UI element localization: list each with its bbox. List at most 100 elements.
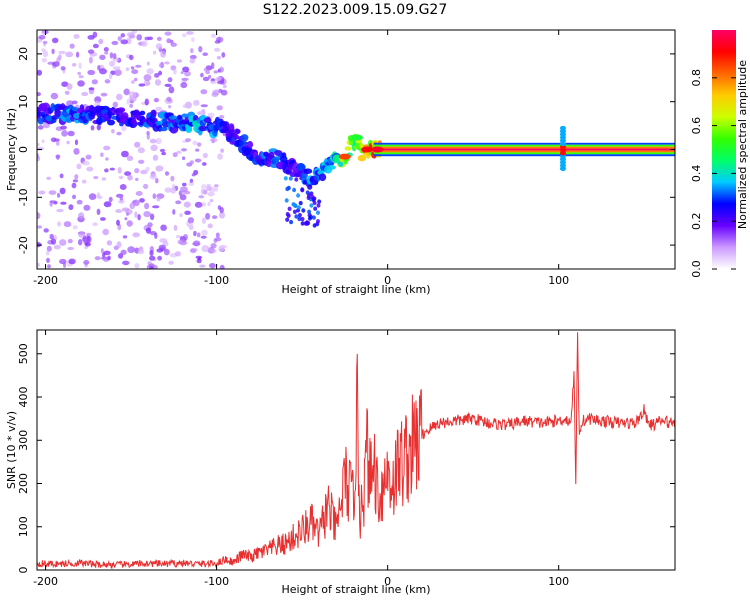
- colorbar-tick-label: 0.6: [690, 117, 703, 135]
- spectrogram-noise-cell: [74, 139, 79, 146]
- y-tick-label: 300: [17, 430, 30, 451]
- spectrogram-noise-cell: [92, 43, 99, 49]
- spectrogram-noise-cell: [200, 104, 208, 108]
- spectrogram-noise-cell: [196, 232, 201, 238]
- spectrogram-noise-cell: [217, 153, 223, 160]
- spectrogram-noise-cell: [192, 101, 200, 106]
- spectrogram-noise-cell: [143, 74, 152, 82]
- spectrogram-noise-cell: [176, 235, 181, 239]
- spectrogram-noise-cell: [81, 91, 89, 97]
- y-tick-label: 100: [17, 516, 30, 537]
- spectrogram-noise-cell: [37, 69, 42, 76]
- spectrogram-noise-cell: [146, 133, 150, 140]
- spectrogram-noise-cell: [81, 179, 87, 184]
- spectrogram-noise-cell: [52, 37, 59, 44]
- spectrogram-noise-cell: [76, 199, 83, 205]
- spectrogram-noise-cell: [168, 260, 174, 265]
- spectrogram-noise-cell: [172, 209, 176, 215]
- spectrogram-noise-cell: [47, 264, 51, 269]
- spectrogram-noise-cell: [63, 221, 72, 228]
- spectrogram-noise-cell: [116, 219, 120, 226]
- spectrogram-ridge-cell: [54, 108, 61, 118]
- spectrogram-noise-cell: [164, 31, 172, 36]
- spectrogram-noise-cell: [173, 68, 177, 75]
- spectrogram-noise-cell: [167, 77, 173, 83]
- spectrogram-heatmap: [37, 30, 675, 269]
- spectrogram-noise-cell: [205, 212, 211, 220]
- spectrogram-ridge-cell: [285, 212, 290, 217]
- spectrogram-noise-cell: [127, 246, 136, 254]
- snr-panel: -200 -100 0 100 0 100 200 300 400 500 Height of …: [5, 329, 676, 596]
- spectrogram-noise-cell: [222, 84, 227, 89]
- spectrogram-noise-cell: [170, 175, 175, 182]
- spectrogram-noise-cell: [134, 211, 138, 218]
- spectrogram-noise-cell: [104, 79, 111, 84]
- spectrogram-ridge-cell: [292, 209, 297, 214]
- spectrogram-noise-cell: [152, 193, 157, 200]
- spectrogram-noise-cell: [215, 76, 222, 82]
- spectrogram-noise-cell: [83, 204, 91, 211]
- spectrogram-noise-cell: [122, 235, 128, 239]
- spectrogram-noise-cell: [154, 79, 162, 86]
- spectrogram-ridge-cell: [240, 134, 249, 142]
- spectrogram-carrier-band: [373, 150, 675, 153]
- spectrogram-noise-cell: [37, 125, 44, 130]
- spectrogram-noise-cell: [114, 69, 122, 76]
- spectrogram-noise-cell: [99, 54, 106, 60]
- spectrogram-noise-cell: [122, 260, 130, 266]
- spectrogram-noise-cell: [198, 195, 205, 199]
- spectrogram-ridge-cell: [285, 169, 292, 175]
- spectrogram-noise-cell: [41, 58, 48, 63]
- spectrogram-noise-cell: [200, 188, 204, 195]
- spectrogram-noise-cell: [118, 200, 125, 204]
- spectrogram-noise-cell: [69, 43, 75, 49]
- spectrogram-ridge-cell: [294, 214, 299, 219]
- spectrogram-ridge-cell: [344, 146, 352, 151]
- spectrogram-noise-cell: [176, 59, 183, 63]
- spectrogram-ridge-cell: [107, 119, 115, 126]
- spectrogram-noise-cell: [90, 125, 95, 131]
- spectrogram-noise-cell: [183, 201, 191, 208]
- spectrogram-noise-cell: [214, 40, 221, 44]
- spectrogram-noise-cell: [198, 46, 203, 53]
- spectrogram-ridge-cell: [301, 208, 306, 213]
- spectrogram-ridge-cell: [316, 219, 320, 224]
- spectrogram-noise-cell: [42, 40, 48, 45]
- spectrogram-noise-cell: [86, 166, 94, 172]
- spectrogram-noise-cell: [83, 260, 90, 265]
- spectrogram-noise-cell: [103, 145, 111, 151]
- spectrogram-noise-cell: [113, 53, 117, 60]
- spectrogram-noise-cell: [143, 211, 151, 218]
- spectrogram-noise-cell: [93, 175, 99, 180]
- spectrogram-ridge-cell: [131, 118, 137, 125]
- spectrogram-noise-cell: [88, 193, 97, 201]
- snr-series-line: [37, 332, 675, 570]
- spectrogram-noise-cell: [134, 77, 138, 82]
- spectrogram-ridge-cell: [203, 117, 212, 124]
- spectrogram-noise-cell: [97, 65, 101, 71]
- spectrogram-ridge-cell: [307, 184, 313, 190]
- colorbar-ticks: 0.0 0.2 0.4 0.6 0.8: [690, 69, 736, 278]
- spectrogram-noise-cell: [200, 72, 204, 78]
- spectrogram-noise-cell: [78, 232, 86, 238]
- spectrogram-noise-cell: [213, 70, 219, 74]
- spectrogram-noise-cell: [200, 235, 207, 239]
- spectrogram-noise-cell: [57, 193, 61, 198]
- spectrogram-ridge-cell: [294, 177, 299, 182]
- spectrogram-noise-cell: [138, 83, 146, 87]
- spectrogram-ridge-cell: [316, 210, 320, 215]
- spectrogram-noise-cell: [134, 141, 141, 148]
- spectrogram-noise-cell: [87, 69, 96, 76]
- spectrogram-noise-cell: [155, 165, 164, 172]
- x-tick-label: -200: [33, 274, 58, 287]
- spectrogram-noise-cell: [67, 238, 73, 244]
- spectrogram-noise-cell: [137, 248, 145, 255]
- spectrogram-noise-cell: [104, 168, 109, 173]
- spectrogram-ridge-cell: [287, 206, 292, 211]
- spectrogram-ridge-cell: [300, 188, 305, 193]
- spectrogram-noise-cell: [181, 148, 187, 152]
- y-tick-label: 400: [17, 387, 30, 408]
- spectrogram-noise-cell: [68, 204, 74, 211]
- spectrogram-noise-cell: [67, 246, 74, 251]
- spectrogram-ridge-cell: [307, 212, 312, 218]
